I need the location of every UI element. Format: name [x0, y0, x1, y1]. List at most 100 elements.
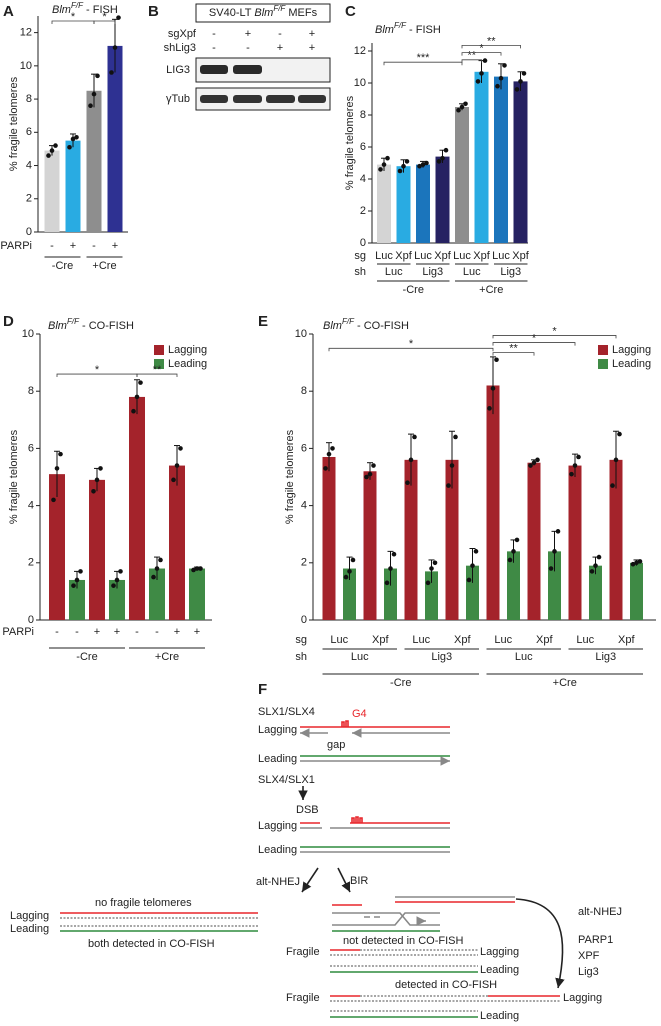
- bar: [149, 568, 165, 620]
- data-point: [53, 143, 58, 148]
- sign: +: [309, 42, 315, 54]
- bar: [129, 396, 145, 620]
- row-label: PARPi: [0, 240, 32, 252]
- data-point: [46, 153, 51, 158]
- data-point: [74, 577, 80, 583]
- chart-title: BlmF/F - CO-FISH: [48, 317, 134, 332]
- x-tick-label: +: [114, 626, 120, 638]
- data-point: [514, 87, 520, 92]
- panel-letter: A: [3, 3, 14, 20]
- data-point: [420, 162, 426, 167]
- data-point: [178, 446, 183, 451]
- data-point: [637, 559, 643, 564]
- bar: [69, 579, 85, 620]
- bar: [507, 551, 520, 620]
- data-point: [397, 168, 403, 174]
- x-tick-label: Xpf: [454, 634, 471, 646]
- significance-line: [492, 352, 535, 356]
- diagram-label: Leading: [480, 964, 519, 976]
- significance-label: *: [102, 11, 107, 23]
- bar: [377, 164, 391, 243]
- bar: [189, 568, 205, 620]
- data-point: [171, 477, 176, 483]
- y-tick-label: 12: [354, 45, 366, 57]
- x-tick-label: Luc: [492, 250, 510, 262]
- data-point: [194, 566, 200, 571]
- significance-label: **: [153, 364, 162, 376]
- title-part: - FISH: [406, 24, 441, 36]
- data-point: [552, 549, 557, 554]
- significance-label: *: [409, 338, 414, 350]
- data-point: [443, 147, 449, 153]
- data-point: [174, 463, 180, 468]
- data-point: [475, 79, 481, 84]
- diagram-label: not detected in CO-FISH: [343, 935, 463, 947]
- data-point: [470, 563, 475, 568]
- title-part: F/F: [342, 317, 355, 326]
- diagram-label: Lig3: [578, 966, 599, 978]
- data-point: [548, 566, 554, 571]
- data-point: [54, 466, 60, 471]
- y-tick-label: 10: [22, 328, 34, 340]
- significance-label: *: [552, 325, 557, 337]
- data-point: [343, 574, 349, 580]
- data-point: [350, 557, 356, 563]
- bar: [513, 81, 528, 244]
- x-tick-label: Lig3: [422, 266, 443, 278]
- data-point: [436, 159, 442, 164]
- bar: [107, 45, 123, 233]
- diagram-label: detected in CO-FISH: [395, 979, 497, 991]
- y-tick-label: 0: [26, 226, 32, 238]
- y-tick-label: 8: [360, 109, 366, 121]
- data-point: [94, 477, 100, 483]
- data-point: [479, 71, 484, 76]
- data-point: [114, 577, 120, 583]
- data-point: [490, 386, 496, 391]
- legend-swatch: [154, 345, 164, 355]
- diagram-label: Lagging: [563, 992, 602, 1004]
- diagram-label: DSB: [296, 804, 319, 816]
- strand: [332, 912, 440, 926]
- data-point: [511, 549, 516, 554]
- significance-line: [328, 347, 494, 352]
- diagram-label: BIR: [350, 875, 368, 887]
- data-point: [381, 162, 387, 167]
- diagram-label: Lagging: [258, 820, 297, 832]
- y-tick-label: 6: [28, 442, 34, 454]
- data-point: [459, 104, 465, 110]
- significance-line: [492, 342, 576, 346]
- y-tick-label: 2: [26, 193, 32, 205]
- diagram-label: SLX1/SLX4: [258, 706, 315, 718]
- data-point: [326, 451, 332, 457]
- bar: [494, 76, 508, 243]
- x-tick-label: Luc: [414, 250, 432, 262]
- bar: [416, 164, 430, 243]
- x-tick-label: Lig3: [595, 651, 616, 663]
- legend-swatch: [154, 359, 164, 369]
- sign: +: [277, 42, 283, 54]
- data-point: [424, 160, 429, 166]
- bar: [527, 462, 541, 620]
- y-axis-label: % fragile telomeres: [344, 95, 356, 190]
- sign: +: [245, 28, 251, 40]
- x-tick-label: Xpf: [372, 634, 389, 646]
- x-tick-label: -: [155, 626, 159, 638]
- data-point: [51, 497, 56, 503]
- x-tick-label: Luc: [351, 651, 369, 663]
- bar: [396, 166, 411, 243]
- sign: -: [212, 28, 216, 40]
- data-point: [412, 434, 417, 440]
- x-tick-label: Xpf: [395, 250, 412, 262]
- diagram-label: gap: [327, 739, 345, 751]
- diagram-label: Fragile: [286, 946, 320, 958]
- data-point: [466, 577, 472, 583]
- arrow: [337, 867, 351, 893]
- bar: [86, 90, 102, 233]
- band: [200, 65, 228, 74]
- data-point: [191, 567, 196, 573]
- significance-label: **: [467, 50, 476, 62]
- x-tick-label: Lig3: [431, 651, 452, 663]
- y-tick-label: 8: [28, 385, 34, 397]
- data-point: [391, 551, 397, 557]
- x-tick-label: +: [112, 240, 118, 252]
